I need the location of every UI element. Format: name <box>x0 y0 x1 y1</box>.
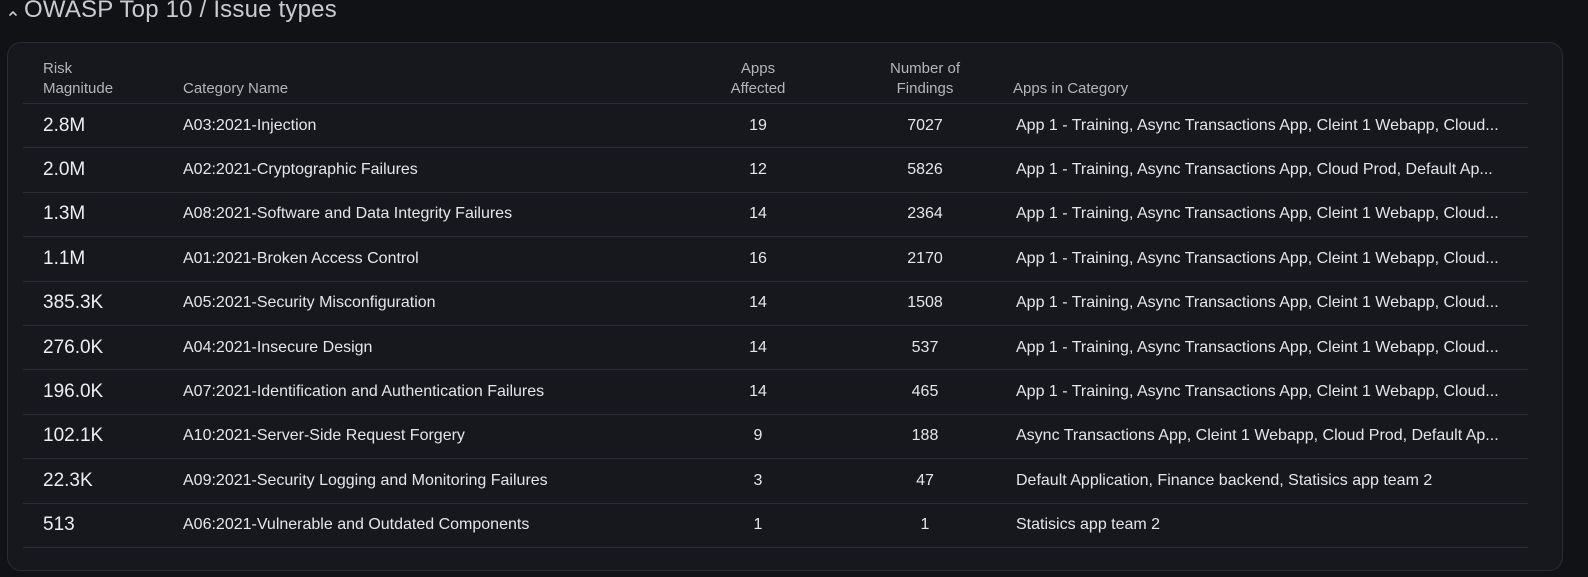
apps-in-category-cell: App 1 - Training, Async Transactions App… <box>1016 370 1521 413</box>
category-name-cell: A04:2021-Insecure Design <box>183 338 373 356</box>
risk-magnitude-cell: 385.3K <box>43 292 104 314</box>
risk-magnitude-cell: 196.0K <box>43 381 104 403</box>
risk-magnitude-cell: 102.1K <box>43 425 104 447</box>
apps-in-category-cell: App 1 - Training, Async Transactions App… <box>1016 282 1521 325</box>
header-risk-magnitude[interactable]: Risk Magnitude <box>43 59 163 99</box>
section-header[interactable]: OWASP Top 10 / Issue types <box>8 0 337 26</box>
apps-affected-cell: 14 <box>749 205 767 223</box>
category-name-cell: A02:2021-Cryptographic Failures <box>183 161 418 179</box>
apps-list-text: Default Application, Finance backend, St… <box>1016 471 1433 489</box>
category-name-cell: A07:2021-Identification and Authenticati… <box>183 383 545 401</box>
risk-magnitude-cell: 22.3K <box>43 469 93 491</box>
findings-count-cell: 1 <box>920 516 930 534</box>
category-name-cell: A08:2021-Software and Data Integrity Fai… <box>183 205 513 223</box>
findings-count-cell: 7027 <box>907 116 943 134</box>
findings-count-cell: 1508 <box>907 294 943 312</box>
header-number-of-findings[interactable]: Number of Findings <box>875 59 975 99</box>
apps-in-category-cell: App 1 - Training, Async Transactions App… <box>1016 104 1521 147</box>
risk-magnitude-cell: 1.3M <box>43 203 86 225</box>
apps-affected-cell: 12 <box>749 161 767 179</box>
risk-magnitude-cell: 1.1M <box>43 247 86 269</box>
apps-in-category-cell: App 1 - Training, Async Transactions App… <box>1016 237 1521 280</box>
category-name-cell: A01:2021-Broken Access Control <box>183 249 419 267</box>
apps-in-category-cell: Default Application, Finance backend, St… <box>1016 459 1521 502</box>
apps-list-text: App 1 - Training, Async Transactions App… <box>1016 249 1499 267</box>
apps-in-category-cell: Statisics app team 2 <box>1016 504 1521 547</box>
table-row[interactable]: 196.0K A07:2021-Identification and Authe… <box>23 370 1528 415</box>
owasp-table-card: Risk Magnitude Category Name Apps Affect… <box>7 42 1563 571</box>
risk-magnitude-cell: 276.0K <box>43 336 104 358</box>
header-apps-line2: Affected <box>730 80 786 97</box>
apps-affected-cell: 3 <box>753 471 763 489</box>
apps-affected-cell: 9 <box>753 427 763 445</box>
risk-magnitude-cell: 513 <box>43 514 75 536</box>
header-category-label: Category Name <box>183 80 289 97</box>
table-row[interactable]: 2.8M A03:2021-Injection 19 7027 App 1 - … <box>23 104 1528 149</box>
table-header: Risk Magnitude Category Name Apps Affect… <box>23 57 1528 104</box>
category-name-cell: A10:2021-Server-Side Request Forgery <box>183 427 465 445</box>
table-row[interactable]: 1.1M A01:2021-Broken Access Control 16 2… <box>23 237 1528 282</box>
header-apps-affected[interactable]: Apps Affected <box>713 59 803 99</box>
risk-magnitude-cell: 2.0M <box>43 159 86 181</box>
header-risk-line1: Risk <box>43 60 73 77</box>
findings-count-cell: 47 <box>916 471 934 489</box>
findings-count-cell: 2364 <box>907 205 943 223</box>
category-name-cell: A03:2021-Injection <box>183 116 317 134</box>
apps-list-text: App 1 - Training, Async Transactions App… <box>1016 116 1499 134</box>
table-row[interactable]: 276.0K A04:2021-Insecure Design 14 537 A… <box>23 326 1528 371</box>
category-name-cell: A06:2021-Vulnerable and Outdated Compone… <box>183 516 530 534</box>
apps-list-text: App 1 - Training, Async Transactions App… <box>1016 383 1499 401</box>
header-category-name[interactable]: Category Name <box>183 79 483 99</box>
header-apps-in-category[interactable]: Apps in Category <box>1013 79 1313 99</box>
table-row[interactable]: 102.1K A10:2021-Server-Side Request Forg… <box>23 415 1528 460</box>
apps-affected-cell: 19 <box>749 116 767 134</box>
table-row[interactable]: 1.3M A08:2021-Software and Data Integrit… <box>23 193 1528 238</box>
header-risk-line2: Magnitude <box>43 80 114 97</box>
table-row[interactable]: 513 A06:2021-Vulnerable and Outdated Com… <box>23 504 1528 548</box>
risk-magnitude-cell: 2.8M <box>43 114 86 136</box>
owasp-table: Risk Magnitude Category Name Apps Affect… <box>23 57 1528 548</box>
category-name-cell: A09:2021-Security Logging and Monitoring… <box>183 471 548 489</box>
apps-in-category-cell: App 1 - Training, Async Transactions App… <box>1016 193 1521 236</box>
section-title: OWASP Top 10 / Issue types <box>24 0 337 23</box>
apps-list-text: Statisics app team 2 <box>1016 516 1161 534</box>
apps-list-text: App 1 - Training, Async Transactions App… <box>1016 161 1493 179</box>
findings-count-cell: 188 <box>911 427 939 445</box>
findings-count-cell: 5826 <box>907 161 943 179</box>
apps-list-text: App 1 - Training, Async Transactions App… <box>1016 338 1499 356</box>
header-apps-list-label: Apps in Category <box>1013 80 1129 97</box>
table-row[interactable]: 22.3K A09:2021-Security Logging and Moni… <box>23 459 1528 504</box>
chevron-up-icon[interactable] <box>8 8 18 18</box>
category-name-cell: A05:2021-Security Misconfiguration <box>183 294 436 312</box>
apps-affected-cell: 16 <box>749 249 767 267</box>
apps-affected-cell: 1 <box>753 516 763 534</box>
table-row[interactable]: 385.3K A05:2021-Security Misconfiguratio… <box>23 282 1528 326</box>
apps-list-text: App 1 - Training, Async Transactions App… <box>1016 294 1499 312</box>
header-apps-line1: Apps <box>740 60 776 77</box>
header-findings-line1: Number of <box>889 60 961 77</box>
apps-affected-cell: 14 <box>749 338 767 356</box>
apps-in-category-cell: App 1 - Training, Async Transactions App… <box>1016 326 1521 369</box>
findings-count-cell: 2170 <box>907 249 943 267</box>
table-row[interactable]: 2.0M A02:2021-Cryptographic Failures 12 … <box>23 148 1528 193</box>
apps-list-text: App 1 - Training, Async Transactions App… <box>1016 205 1499 223</box>
findings-count-cell: 537 <box>911 338 939 356</box>
apps-affected-cell: 14 <box>749 383 767 401</box>
apps-affected-cell: 14 <box>749 294 767 312</box>
findings-count-cell: 465 <box>911 383 939 401</box>
apps-in-category-cell: App 1 - Training, Async Transactions App… <box>1016 148 1521 191</box>
header-findings-line2: Findings <box>896 80 954 97</box>
apps-list-text: Async Transactions App, Cleint 1 Webapp,… <box>1016 427 1499 445</box>
apps-in-category-cell: Async Transactions App, Cleint 1 Webapp,… <box>1016 415 1521 458</box>
